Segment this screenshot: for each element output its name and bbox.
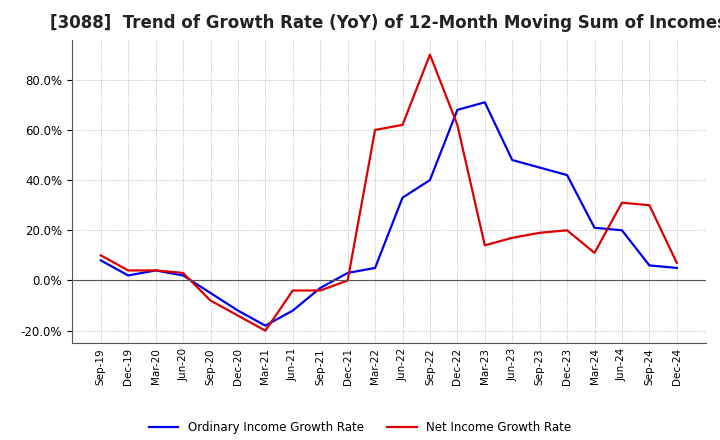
Ordinary Income Growth Rate <box>371 265 379 271</box>
Ordinary Income Growth Rate <box>151 268 160 273</box>
Net Income Growth Rate <box>426 52 434 57</box>
Net Income Growth Rate <box>590 250 599 256</box>
Ordinary Income Growth Rate <box>563 172 572 178</box>
Ordinary Income Growth Rate <box>672 265 681 271</box>
Ordinary Income Growth Rate <box>261 323 270 328</box>
Net Income Growth Rate <box>343 278 352 283</box>
Net Income Growth Rate <box>536 230 544 235</box>
Net Income Growth Rate <box>233 313 242 318</box>
Net Income Growth Rate <box>151 268 160 273</box>
Net Income Growth Rate <box>206 298 215 303</box>
Net Income Growth Rate <box>453 122 462 128</box>
Ordinary Income Growth Rate <box>536 165 544 170</box>
Ordinary Income Growth Rate <box>124 273 132 278</box>
Ordinary Income Growth Rate <box>618 227 626 233</box>
Net Income Growth Rate <box>124 268 132 273</box>
Net Income Growth Rate <box>289 288 297 293</box>
Ordinary Income Growth Rate <box>508 158 516 163</box>
Ordinary Income Growth Rate <box>96 258 105 263</box>
Legend: Ordinary Income Growth Rate, Net Income Growth Rate: Ordinary Income Growth Rate, Net Income … <box>144 416 576 439</box>
Net Income Growth Rate <box>316 288 325 293</box>
Net Income Growth Rate <box>508 235 516 240</box>
Net Income Growth Rate <box>371 127 379 132</box>
Ordinary Income Growth Rate <box>206 290 215 296</box>
Ordinary Income Growth Rate <box>398 195 407 200</box>
Net Income Growth Rate <box>96 253 105 258</box>
Net Income Growth Rate <box>398 122 407 128</box>
Net Income Growth Rate <box>480 243 489 248</box>
Net Income Growth Rate <box>261 328 270 333</box>
Title: [3088]  Trend of Growth Rate (YoY) of 12-Month Moving Sum of Incomes: [3088] Trend of Growth Rate (YoY) of 12-… <box>50 15 720 33</box>
Ordinary Income Growth Rate <box>233 308 242 313</box>
Net Income Growth Rate <box>645 202 654 208</box>
Ordinary Income Growth Rate <box>453 107 462 113</box>
Ordinary Income Growth Rate <box>343 270 352 275</box>
Net Income Growth Rate <box>618 200 626 205</box>
Line: Net Income Growth Rate: Net Income Growth Rate <box>101 55 677 330</box>
Ordinary Income Growth Rate <box>179 273 187 278</box>
Ordinary Income Growth Rate <box>426 177 434 183</box>
Ordinary Income Growth Rate <box>480 100 489 105</box>
Net Income Growth Rate <box>563 227 572 233</box>
Ordinary Income Growth Rate <box>316 286 325 291</box>
Net Income Growth Rate <box>672 260 681 266</box>
Line: Ordinary Income Growth Rate: Ordinary Income Growth Rate <box>101 103 677 326</box>
Ordinary Income Growth Rate <box>645 263 654 268</box>
Ordinary Income Growth Rate <box>590 225 599 231</box>
Net Income Growth Rate <box>179 270 187 275</box>
Ordinary Income Growth Rate <box>289 308 297 313</box>
